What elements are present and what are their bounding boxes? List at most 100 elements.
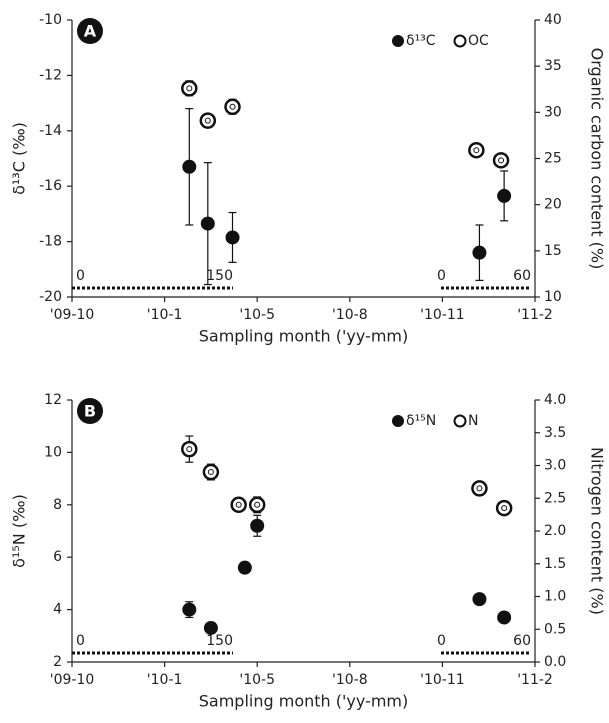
- y2-tick-label: 3.5: [544, 425, 566, 441]
- data-point-inner: [186, 446, 193, 453]
- panel-label: B: [84, 402, 96, 421]
- x-tick-label: '10-11: [420, 307, 465, 323]
- data-point-inner: [229, 103, 236, 110]
- y2-tick-label: 0.0: [544, 654, 566, 670]
- data-point-inner: [186, 85, 193, 92]
- data-point: [200, 216, 215, 231]
- legend-marker: [453, 414, 467, 428]
- x-axis-label: Sampling month ('yy-mm): [199, 327, 408, 346]
- legend-marker: [392, 35, 404, 47]
- y-tick-label: 8: [53, 497, 62, 513]
- annotation: 150: [206, 633, 233, 649]
- annotation: 0: [76, 268, 85, 284]
- x-tick-label: '09-10: [50, 672, 95, 688]
- panel-label: A: [84, 22, 97, 41]
- data-point: [495, 499, 513, 517]
- y2-axis-label: Organic carbon content (%): [588, 48, 607, 270]
- x-tick-label: '11-2: [517, 307, 553, 323]
- x-tick-label: '10-8: [332, 672, 368, 688]
- y2-tick-label: 20: [544, 197, 562, 213]
- x-tick-label: '10-5: [239, 672, 275, 688]
- y2-tick-label: 2.5: [544, 490, 566, 506]
- y2-tick-label: 2.0: [544, 523, 566, 539]
- annotation: 0: [76, 633, 85, 649]
- y-tick-label: 12: [44, 392, 62, 408]
- y-axis-label: δ¹⁵N (‰): [10, 494, 29, 568]
- data-point-inner: [476, 485, 483, 492]
- x-tick-label: '10-8: [332, 307, 368, 323]
- x-tick-label: '10-5: [239, 307, 275, 323]
- data-point: [199, 112, 217, 129]
- data-point-inner: [498, 157, 505, 164]
- y2-tick-label: 1.0: [544, 589, 566, 605]
- x-tick-label: '10-1: [147, 672, 183, 688]
- y-tick-label: -20: [39, 289, 62, 305]
- data-point: [202, 463, 220, 481]
- annotation: 150: [206, 268, 233, 284]
- data-point: [497, 188, 512, 203]
- y-tick-label: 6: [53, 549, 62, 565]
- data-point: [224, 98, 241, 116]
- panel: -20 -18 -16 -14 -12 -10 10 15 20 25 30 35 40 '09-10 '1…: [10, 12, 607, 346]
- data-point: [181, 80, 198, 97]
- legend-label: δ¹⁵N: [406, 413, 436, 429]
- data-point: [225, 230, 240, 245]
- annotation: 60: [513, 633, 531, 649]
- panel-badge: [77, 398, 103, 424]
- data-point: [492, 152, 510, 169]
- x-tick-label: '10-1: [147, 307, 183, 323]
- data-point: [230, 496, 247, 514]
- panel-badge: [77, 18, 103, 44]
- data-point-inner: [473, 147, 480, 154]
- legend-marker: [453, 34, 467, 48]
- data-point: [181, 440, 198, 458]
- data-point: [468, 141, 485, 159]
- annotation: 0: [437, 633, 446, 649]
- data-point-inner: [501, 505, 508, 512]
- panel: 2 4 6 8 10 12 0.0 0.5 1.0 1.5 2.0 2.5 3.0 3.5 4.0 '09-1…: [10, 392, 607, 711]
- y2-tick-label: 35: [544, 58, 562, 74]
- y2-tick-label: 25: [544, 151, 562, 167]
- data-point: [471, 480, 488, 497]
- data-point: [472, 592, 487, 607]
- x-tick-label: '09-10: [50, 307, 95, 323]
- x-axis-label: Sampling month ('yy-mm): [199, 692, 408, 711]
- data-point-inner: [207, 469, 214, 476]
- legend-marker: [392, 415, 404, 427]
- y-tick-label: 2: [53, 654, 62, 670]
- y2-tick-label: 40: [544, 12, 562, 28]
- y2-axis-label: Nitrogen content (%): [588, 447, 607, 615]
- data-point: [203, 620, 218, 635]
- data-point-inner: [254, 501, 261, 508]
- y-tick-label: -12: [39, 67, 62, 83]
- legend-label: N: [468, 413, 478, 429]
- data-point: [472, 245, 487, 260]
- y-tick-label: -16: [39, 178, 62, 194]
- y2-tick-label: 4.0: [544, 392, 566, 408]
- y2-tick-label: 0.5: [544, 621, 566, 637]
- legend-label: OC: [468, 33, 489, 49]
- data-point-inner: [235, 501, 242, 508]
- annotation: 60: [513, 268, 531, 284]
- annotation: 0: [437, 268, 446, 284]
- data-point: [182, 602, 197, 617]
- data-point: [182, 159, 197, 174]
- y2-tick-label: 3.0: [544, 458, 566, 474]
- y-tick-label: -10: [39, 12, 62, 28]
- data-point: [250, 518, 265, 533]
- y2-tick-label: 15: [544, 243, 562, 259]
- y-tick-label: 4: [53, 602, 62, 618]
- x-tick-label: '10-11: [420, 672, 465, 688]
- data-point-inner: [204, 117, 211, 124]
- x-tick-label: '11-2: [517, 672, 553, 688]
- data-point: [237, 560, 252, 575]
- data-point: [497, 610, 512, 625]
- y2-tick-label: 10: [544, 289, 562, 305]
- data-point: [248, 496, 266, 514]
- y2-tick-label: 1.5: [544, 556, 566, 572]
- y-tick-label: -18: [39, 234, 62, 250]
- y-axis-label: δ¹³C (‰): [10, 122, 29, 195]
- y2-tick-label: 30: [544, 104, 562, 120]
- y-tick-label: 10: [44, 444, 62, 460]
